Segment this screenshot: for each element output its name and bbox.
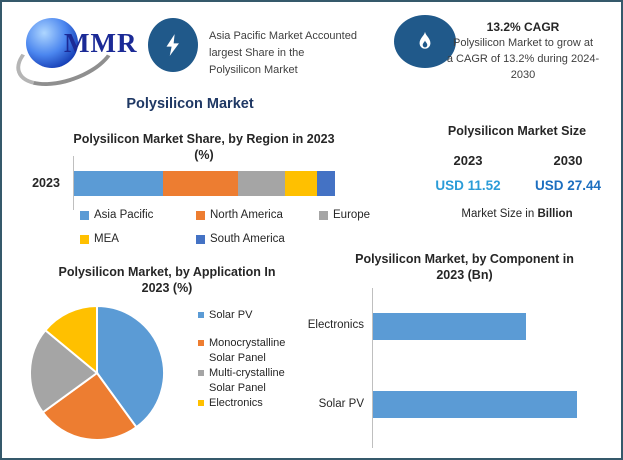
feature1-line1: Asia Pacific Market Accounted	[209, 30, 357, 42]
legend-item-north-america: North America	[196, 209, 283, 221]
pie-legend-label-monocrystalline: Monocrystalline Solar Panel	[209, 337, 286, 364]
legend-label-europe: Europe	[333, 209, 371, 221]
pie-legend-label-multi-crystalline: Multi-crystalline Solar Panel	[209, 367, 285, 394]
feature-text-asia-pacific: Asia Pacific Market Accounted largest Sh…	[209, 28, 394, 79]
component-chart-axis	[372, 288, 373, 448]
market-size-value-2030: USD 27.44	[534, 178, 602, 193]
component-chart-title-line2: 2023 (Bn)	[436, 268, 493, 282]
pie-slice-solar-pv	[96, 304, 165, 429]
application-chart-title-line1: Polysilicon Market, by Application In	[58, 265, 276, 279]
bar-segment-south-america	[316, 171, 335, 196]
application-chart-title-line2: 2023 (%)	[141, 281, 193, 295]
legend-swatch-europe	[319, 210, 328, 220]
flame-glyph	[419, 31, 431, 49]
legend-item-europe: Europe	[319, 209, 370, 221]
market-size-caption-prefix: Market Size in	[461, 208, 538, 220]
legend-label-mea: MEA	[94, 233, 119, 245]
component-chart-title-line1: Polysilicon Market, by Component in	[355, 252, 574, 266]
application-pie-chart	[26, 302, 168, 444]
mmr-logo: MMR	[7, 8, 152, 99]
bar-segment-asia-pacific	[74, 171, 163, 196]
pie-slice-multi-crystalline-solar-panel	[29, 328, 99, 414]
pie-slice-electronics	[43, 304, 98, 376]
pie-svg	[29, 304, 165, 441]
region-chart-axis	[73, 156, 74, 210]
pie-legend-swatch-solar-pv	[198, 312, 204, 318]
bar-segment-europe	[238, 171, 286, 196]
cagr-line3: 2030	[510, 69, 536, 81]
market-size-caption: Market Size in Billion	[417, 208, 617, 220]
legend-swatch-asia-pacific	[80, 210, 89, 220]
pie-legend-swatch-monocrystalline	[198, 340, 204, 346]
cagr-line1: Polysilicon Market to grow at	[453, 37, 593, 49]
legend-swatch-south-america	[196, 234, 205, 244]
cagr-block: 13.2% CAGR Polysilicon Market to grow at…	[443, 19, 603, 83]
legend-swatch-north-america	[196, 210, 205, 220]
cagr-title: 13.2% CAGR	[486, 20, 560, 34]
lightning-icon	[148, 18, 198, 72]
lightning-bolt-glyph	[166, 34, 179, 56]
market-size-value-2023: USD 11.52	[435, 178, 501, 193]
pie-legend-label-solar-pv: Solar PV	[209, 309, 253, 321]
component-label-solar-pv: Solar PV	[318, 398, 364, 410]
legend-label-asia-pacific: Asia Pacific	[94, 209, 154, 221]
component-bar-electronics	[373, 313, 526, 340]
pie-legend-swatch-electronics	[198, 400, 204, 406]
region-chart-title-line1: Polysilicon Market Share, by Region in 2…	[73, 132, 335, 146]
pie-slice-monocrystalline-solar-panel	[41, 371, 138, 441]
page-title: Polysilicon Market	[126, 96, 254, 112]
region-chart-title-line2: (%)	[194, 148, 214, 162]
bar-segment-mea	[285, 171, 317, 196]
component-chart-title: Polysilicon Market, by Component in 2023…	[342, 251, 587, 283]
pie-legend-item-multi-crystalline: Multi-crystalline Solar Panel	[198, 366, 308, 396]
market-size-year-2030: 2030	[553, 153, 583, 168]
flame-icon	[394, 15, 456, 68]
bar-segment-north-america	[162, 171, 239, 196]
market-size-year-2023: 2023	[453, 153, 483, 168]
legend-item-south-america: South America	[196, 233, 285, 245]
feature1-line2: largest Share in the	[209, 47, 305, 59]
region-chart-title: Polysilicon Market Share, by Region in 2…	[60, 131, 348, 163]
market-size-title: Polysilicon Market Size	[447, 124, 587, 138]
legend-label-north-america: North America	[210, 209, 283, 221]
legend-swatch-mea	[80, 234, 89, 244]
pie-legend-item-electronics: Electronics	[198, 396, 308, 411]
globe-icon	[26, 18, 78, 68]
legend-label-south-america: South America	[210, 233, 285, 245]
region-year-label: 2023	[32, 176, 60, 190]
component-label-electronics: Electronics	[307, 319, 364, 331]
cagr-line2: a CAGR of 13.2% during 2024-	[446, 53, 600, 65]
region-stacked-bar	[74, 171, 335, 196]
logo-text: MMR	[64, 28, 138, 58]
pie-legend-label-electronics: Electronics	[209, 397, 263, 409]
application-pie-legend: Solar PV Monocrystalline Solar Panel Mul…	[198, 308, 308, 411]
pie-legend-item-solar-pv: Solar PV	[198, 308, 308, 323]
legend-item-asia-pacific: Asia Pacific	[80, 209, 153, 221]
feature1-line3: Polysilicon Market	[209, 64, 298, 76]
market-size-caption-unit: Billion	[537, 208, 573, 220]
application-chart-title: Polysilicon Market, by Application In 20…	[42, 264, 292, 296]
component-bar-solar-pv	[373, 391, 577, 418]
legend-item-mea: MEA	[80, 233, 119, 245]
pie-legend-swatch-multi-crystalline	[198, 370, 204, 376]
pie-legend-item-monocrystalline: Monocrystalline Solar Panel	[198, 336, 308, 366]
